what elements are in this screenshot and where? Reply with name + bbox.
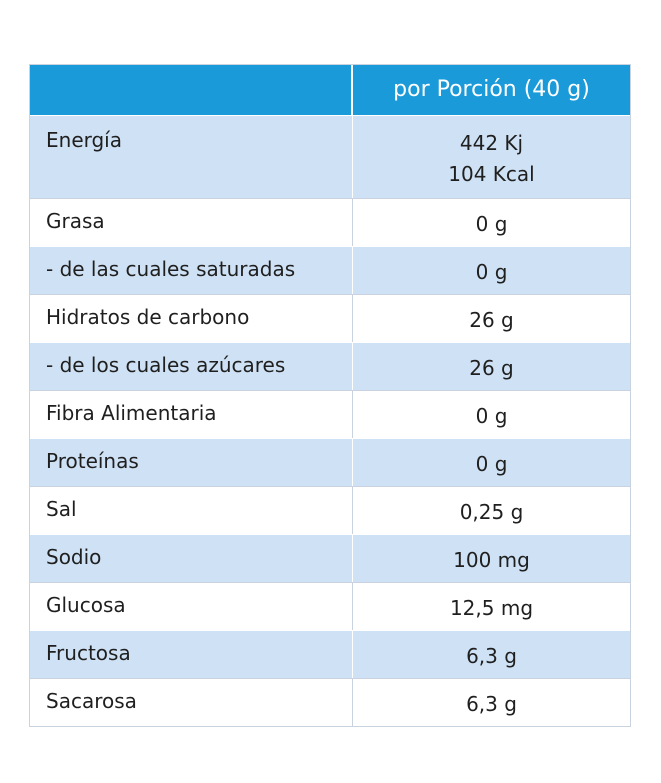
nutrition-table: por Porción (40 g) Energía 442 Kj 104 Kc… <box>29 64 631 727</box>
row-value: 0,25 g <box>459 500 524 524</box>
row-value: 0 g <box>475 260 508 284</box>
row-value: 0 g <box>475 212 508 236</box>
row-label: Fibra Alimentaria <box>30 391 353 438</box>
row-value: 442 Kj 104 Kcal <box>353 116 630 198</box>
row-value: 6,3 g <box>466 692 517 716</box>
row-label: Sal <box>30 487 353 534</box>
row-value: 0 g <box>475 404 508 428</box>
row-value: 6,3 g <box>466 644 517 668</box>
row-label: Hidratos de carbono <box>30 295 353 342</box>
row-label: Fructosa <box>30 631 353 678</box>
row-label: Sacarosa <box>30 679 353 726</box>
row-value: 12,5 mg <box>449 596 534 620</box>
row-value: 100 mg <box>453 548 530 572</box>
table-row: Hidratos de carbono 26 g <box>30 294 630 342</box>
table-row: Glucosa 12,5 mg <box>30 582 630 630</box>
row-label: Proteínas <box>30 439 353 486</box>
row-label: Sodio <box>30 535 353 582</box>
row-value: 26 g <box>469 308 514 332</box>
column-header-per-serving: por Porción (40 g) <box>393 77 590 102</box>
row-value: 26 g <box>469 356 514 380</box>
table-row: Fibra Alimentaria 0 g <box>30 390 630 438</box>
energy-kcal-value: 104 Kcal <box>448 162 535 186</box>
row-label: Energía <box>30 116 353 198</box>
table-row: Energía 442 Kj 104 Kcal <box>30 115 630 198</box>
table-row: Grasa 0 g <box>30 198 630 246</box>
row-label: Glucosa <box>30 583 353 630</box>
energy-kj-value: 442 Kj <box>459 131 524 155</box>
row-value: 0 g <box>475 452 508 476</box>
table-row: - de los cuales azúcares 26 g <box>30 342 630 390</box>
table-row: Sodio 100 mg <box>30 534 630 582</box>
table-header-row: por Porción (40 g) <box>30 65 630 115</box>
row-label: - de los cuales azúcares <box>30 343 353 390</box>
row-label: - de las cuales saturadas <box>30 247 353 294</box>
header-empty-cell <box>30 65 353 115</box>
table-row: - de las cuales saturadas 0 g <box>30 246 630 294</box>
table-row: Sal 0,25 g <box>30 486 630 534</box>
table-row: Sacarosa 6,3 g <box>30 678 630 726</box>
row-label: Grasa <box>30 199 353 246</box>
table-row: Proteínas 0 g <box>30 438 630 486</box>
table-row: Fructosa 6,3 g <box>30 630 630 678</box>
